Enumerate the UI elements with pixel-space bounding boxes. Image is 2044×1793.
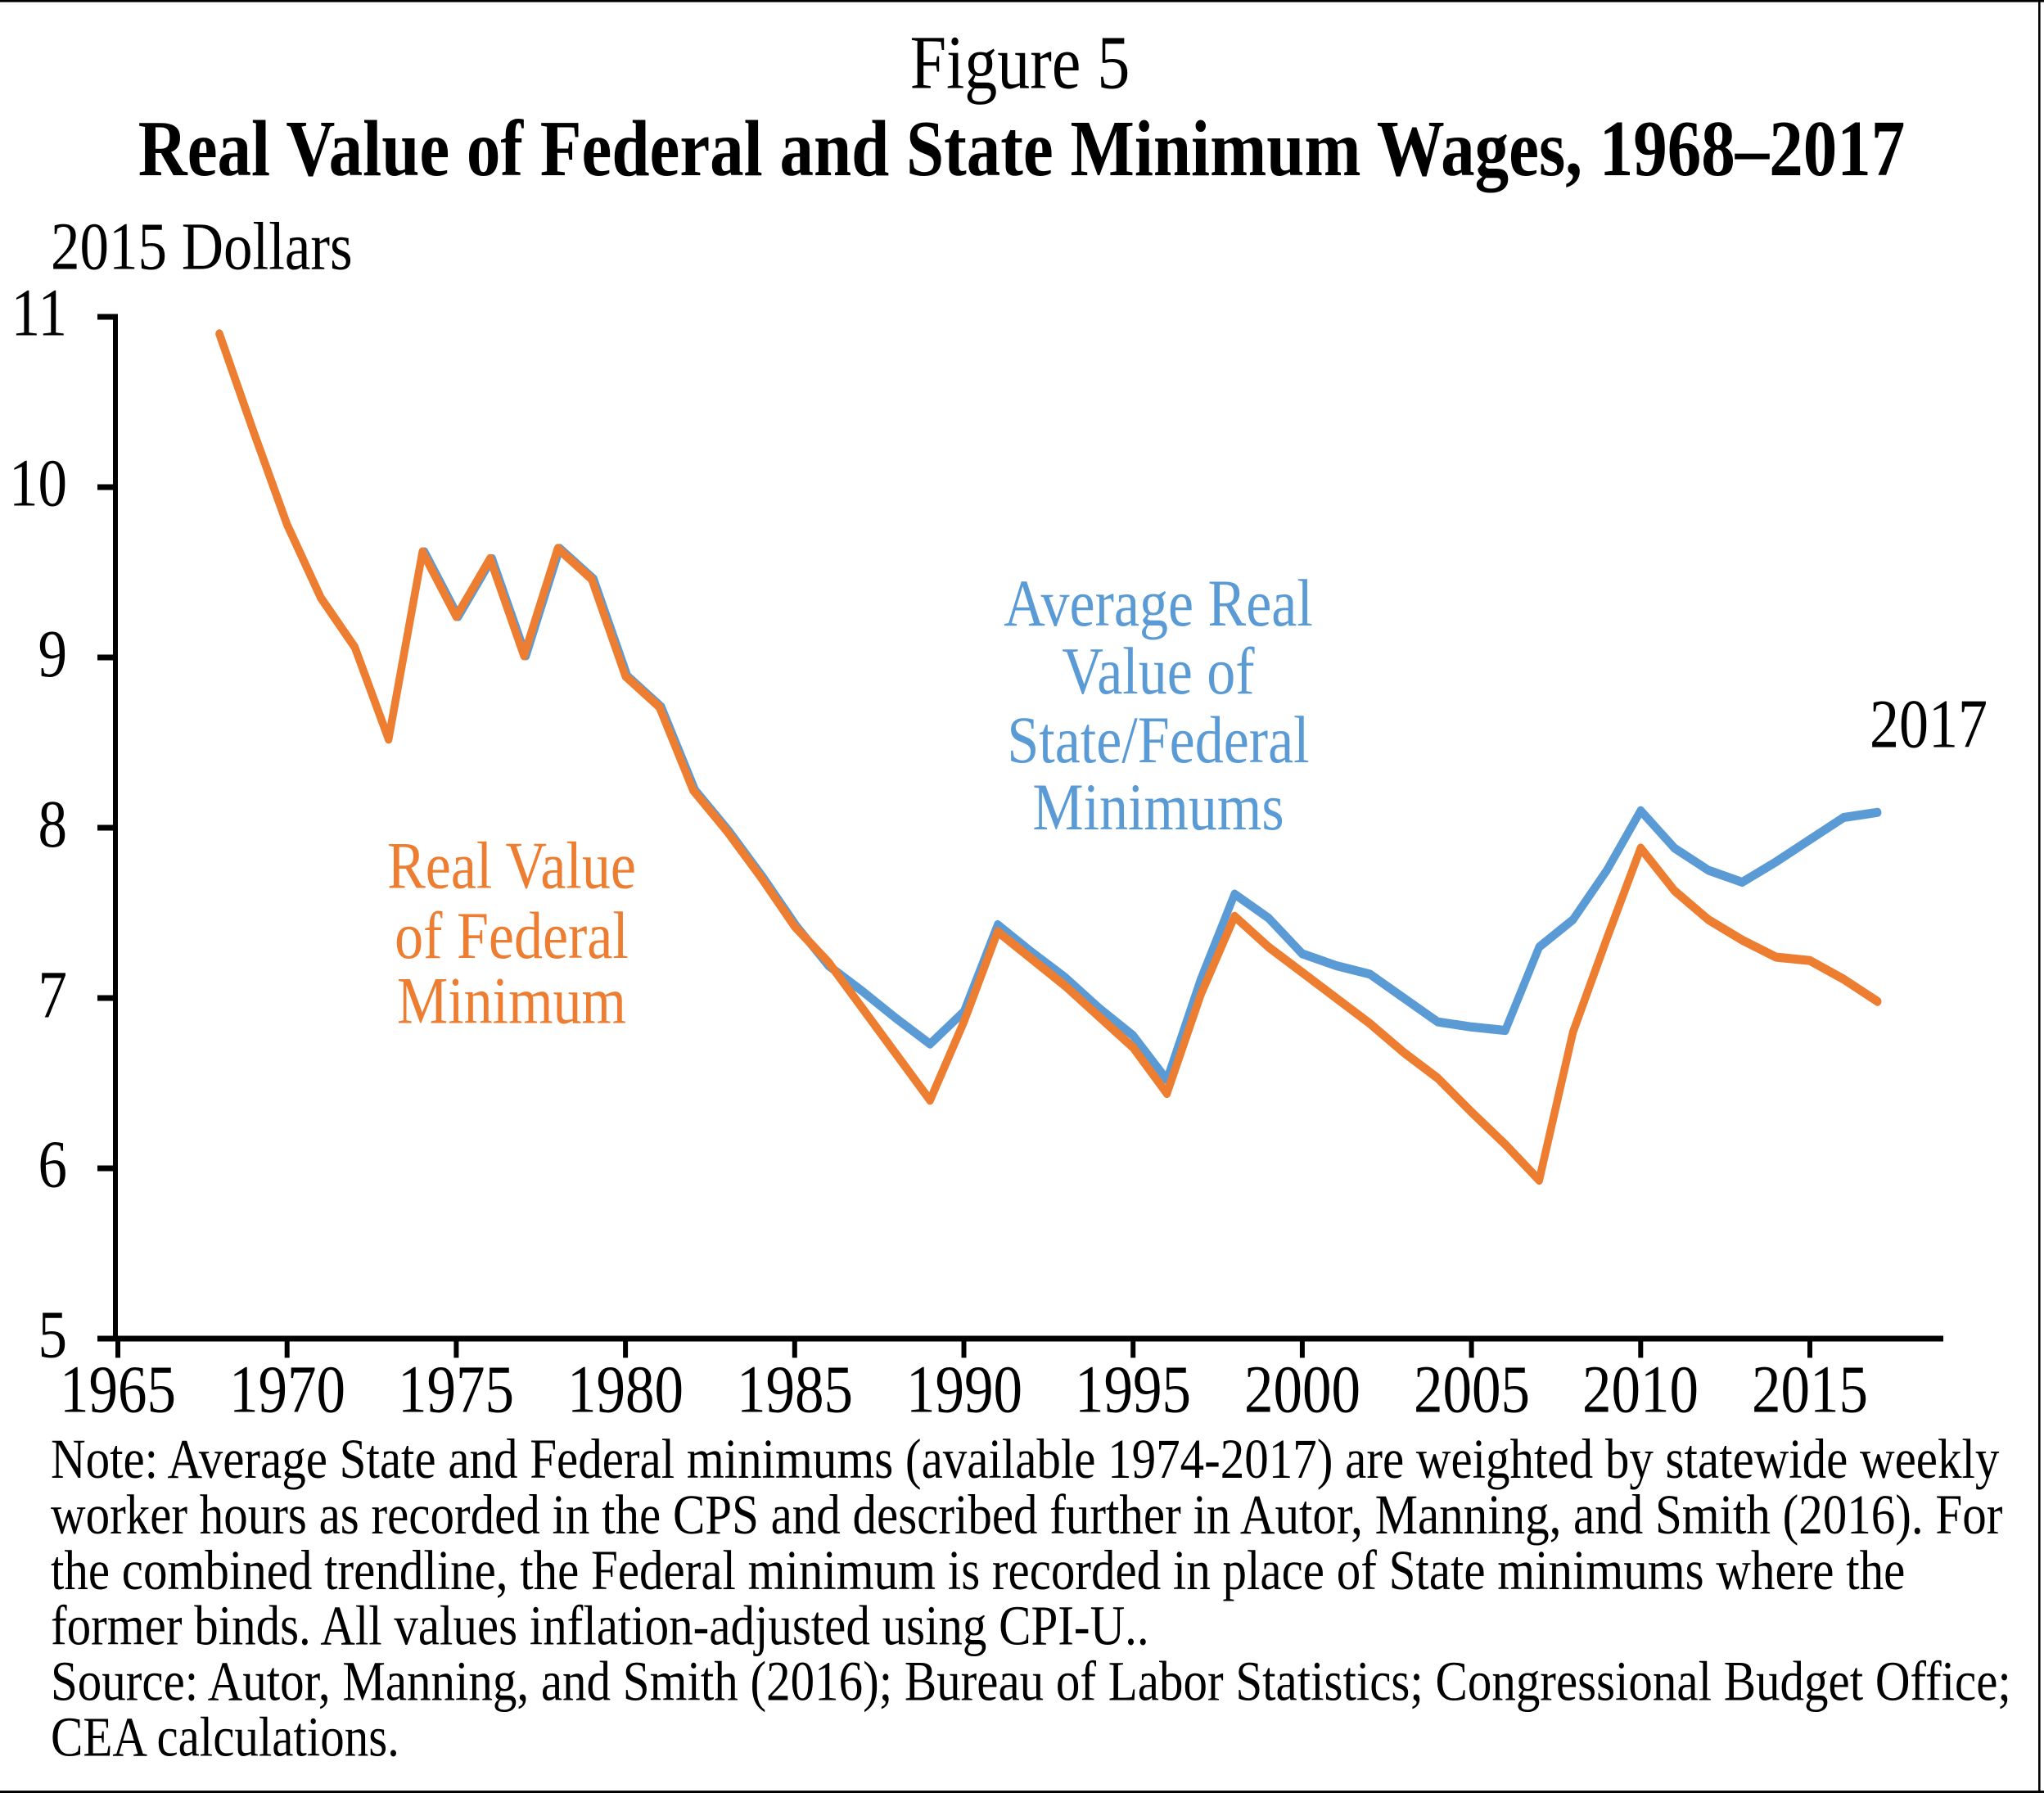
svg-text:Minimums: Minimums	[1032, 770, 1284, 844]
svg-text:1995: 1995	[1075, 1351, 1191, 1426]
svg-text:Real Value: Real Value	[387, 829, 636, 902]
svg-text:Note: Average State and Federa: Note: Average State and Federal minimums…	[51, 1428, 1999, 1490]
svg-text:2015: 2015	[1752, 1351, 1868, 1426]
svg-text:the combined trendline, the Fe: the combined trendline, the Federal mini…	[51, 1539, 1905, 1601]
svg-text:Value of: Value of	[1062, 635, 1255, 708]
svg-text:2000: 2000	[1244, 1351, 1360, 1426]
svg-text:9: 9	[38, 616, 67, 691]
svg-text:Real Value of Federal and Stat: Real Value of Federal and State Minimum …	[138, 105, 1905, 192]
svg-text:2015 Dollars: 2015 Dollars	[51, 209, 353, 284]
svg-text:6: 6	[38, 1126, 67, 1201]
svg-text:2005: 2005	[1414, 1351, 1530, 1426]
svg-text:1975: 1975	[398, 1351, 514, 1426]
svg-text:of Federal: of Federal	[395, 899, 629, 973]
svg-text:7: 7	[38, 956, 67, 1032]
svg-text:CEA calculations.: CEA calculations.	[51, 1705, 399, 1768]
svg-text:State/Federal: State/Federal	[1007, 703, 1309, 777]
svg-text:5: 5	[38, 1297, 67, 1372]
svg-text:1970: 1970	[229, 1351, 345, 1426]
svg-text:Figure 5: Figure 5	[910, 20, 1130, 105]
svg-text:1985: 1985	[737, 1351, 853, 1426]
svg-text:Source: Autor, Manning, and Sm: Source: Autor, Manning, and Smith (2016)…	[51, 1650, 2011, 1712]
svg-text:1980: 1980	[567, 1351, 684, 1426]
svg-text:1990: 1990	[906, 1351, 1022, 1426]
svg-text:worker hours as recorded in th: worker hours as recorded in the CPS and …	[51, 1484, 2002, 1546]
svg-text:11: 11	[11, 274, 67, 350]
svg-text:2017: 2017	[1870, 685, 1988, 762]
svg-text:10: 10	[9, 445, 67, 521]
svg-text:Minimum: Minimum	[397, 964, 626, 1037]
svg-text:8: 8	[38, 786, 67, 861]
svg-text:former binds. All values infla: former binds. All values inflation-adjus…	[51, 1594, 1149, 1656]
svg-text:2010: 2010	[1582, 1351, 1699, 1426]
svg-text:Average Real: Average Real	[1004, 567, 1313, 640]
svg-text:1965: 1965	[60, 1351, 176, 1426]
